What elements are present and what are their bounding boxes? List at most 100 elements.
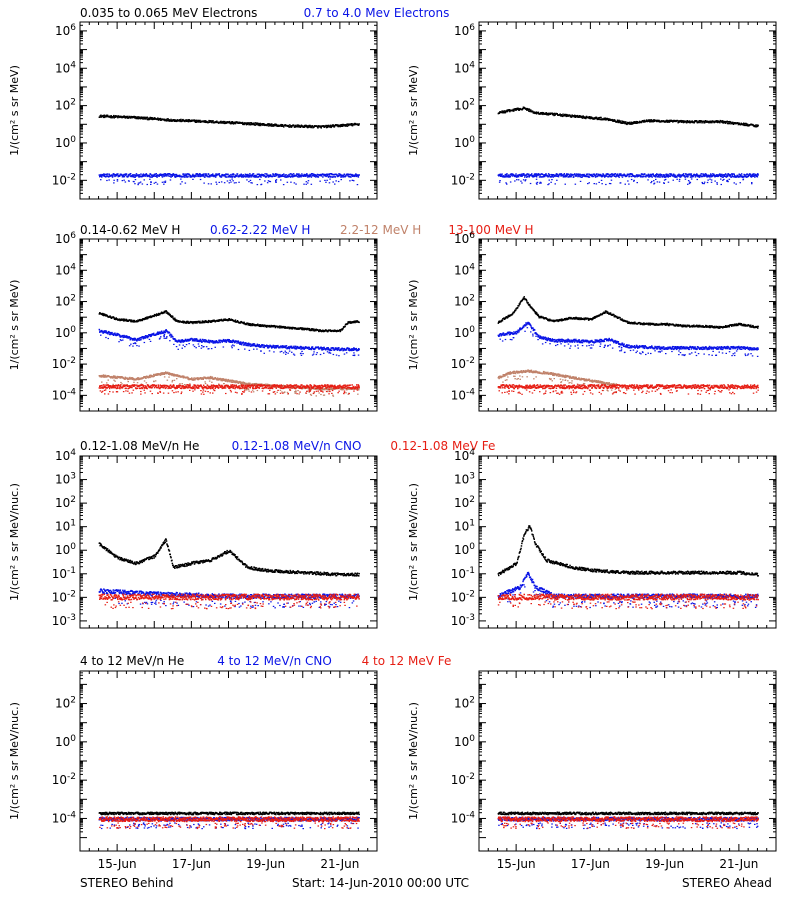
data-point [555, 173, 558, 175]
data-point [275, 181, 277, 183]
data-point [321, 349, 323, 351]
data-point [196, 322, 198, 324]
data-point [240, 176, 243, 178]
data-point [251, 182, 253, 184]
data-point [600, 174, 602, 177]
data-point [623, 122, 625, 124]
data-point [123, 175, 126, 178]
data-point [188, 343, 190, 345]
data-point [143, 179, 145, 181]
data-point [118, 115, 121, 118]
data-point [509, 181, 512, 183]
data-point [682, 121, 685, 124]
data-point [128, 378, 131, 380]
y-tick-label: 106 [454, 23, 475, 38]
data-point [195, 321, 198, 323]
data-point [310, 347, 312, 350]
data-point [643, 121, 645, 123]
data-point [524, 107, 527, 110]
data-point [113, 117, 115, 119]
data-point [549, 113, 551, 115]
data-point [202, 173, 204, 176]
data-point [203, 182, 205, 184]
data-point [162, 331, 165, 334]
data-point [502, 111, 504, 114]
data-point [601, 183, 603, 185]
data-point [585, 173, 588, 176]
data-point [312, 174, 315, 177]
data-point [622, 122, 624, 124]
data-point [703, 181, 706, 183]
data-point [344, 325, 346, 328]
data-point [533, 173, 536, 175]
data-point [115, 318, 117, 321]
data-point [752, 123, 754, 126]
data-point [582, 175, 584, 177]
data-point [287, 346, 290, 348]
data-point [216, 183, 218, 185]
data-point [273, 124, 275, 126]
data-point [103, 174, 105, 176]
data-point [99, 175, 101, 177]
data-point [257, 124, 260, 126]
data-point [127, 337, 130, 339]
data-point [179, 119, 182, 121]
data-point [596, 118, 599, 121]
data-point [192, 339, 194, 341]
data-point [178, 339, 180, 342]
data-point [499, 174, 501, 176]
data-point [188, 322, 191, 324]
data-point [270, 324, 273, 327]
data-point [514, 174, 516, 177]
data-point [312, 353, 315, 355]
data-point [311, 347, 313, 349]
data-point [259, 122, 261, 125]
data-point [149, 315, 152, 317]
data-point [303, 173, 306, 176]
data-point [736, 175, 739, 178]
data-point [310, 126, 313, 129]
data-point [581, 115, 584, 118]
data-point [138, 337, 141, 340]
data-point [150, 118, 152, 120]
data-point [658, 119, 660, 122]
data-point [143, 117, 145, 119]
data-point [332, 347, 335, 349]
data-point [561, 114, 563, 117]
data-point [181, 321, 183, 323]
data-point [346, 123, 348, 126]
data-point [548, 175, 551, 177]
data-point [167, 175, 169, 177]
data-point [294, 345, 297, 348]
data-point [313, 125, 315, 128]
data-point [302, 353, 304, 355]
data-point [258, 344, 261, 346]
data-point [242, 176, 244, 178]
data-point [103, 114, 105, 116]
data-point [536, 181, 539, 183]
data-point [114, 333, 117, 336]
y-tick-label: 10-4 [52, 387, 77, 402]
data-point [141, 318, 143, 321]
data-point [686, 173, 688, 176]
data-point [302, 348, 304, 350]
data-point [183, 175, 185, 177]
data-point [210, 321, 213, 323]
data-point [536, 173, 538, 175]
data-point [355, 173, 357, 175]
data-point [341, 175, 344, 177]
data-point [579, 115, 581, 117]
data-point [265, 324, 268, 327]
data-point [116, 334, 119, 336]
data-point [642, 175, 645, 178]
data-point [605, 183, 607, 186]
data-point [142, 377, 145, 379]
data-point [163, 331, 166, 334]
data-point [165, 329, 167, 332]
data-point [125, 116, 127, 118]
data-point [195, 347, 197, 349]
data-point [223, 175, 226, 177]
data-point [743, 174, 746, 176]
data-point [158, 332, 160, 335]
data-point [336, 173, 338, 176]
